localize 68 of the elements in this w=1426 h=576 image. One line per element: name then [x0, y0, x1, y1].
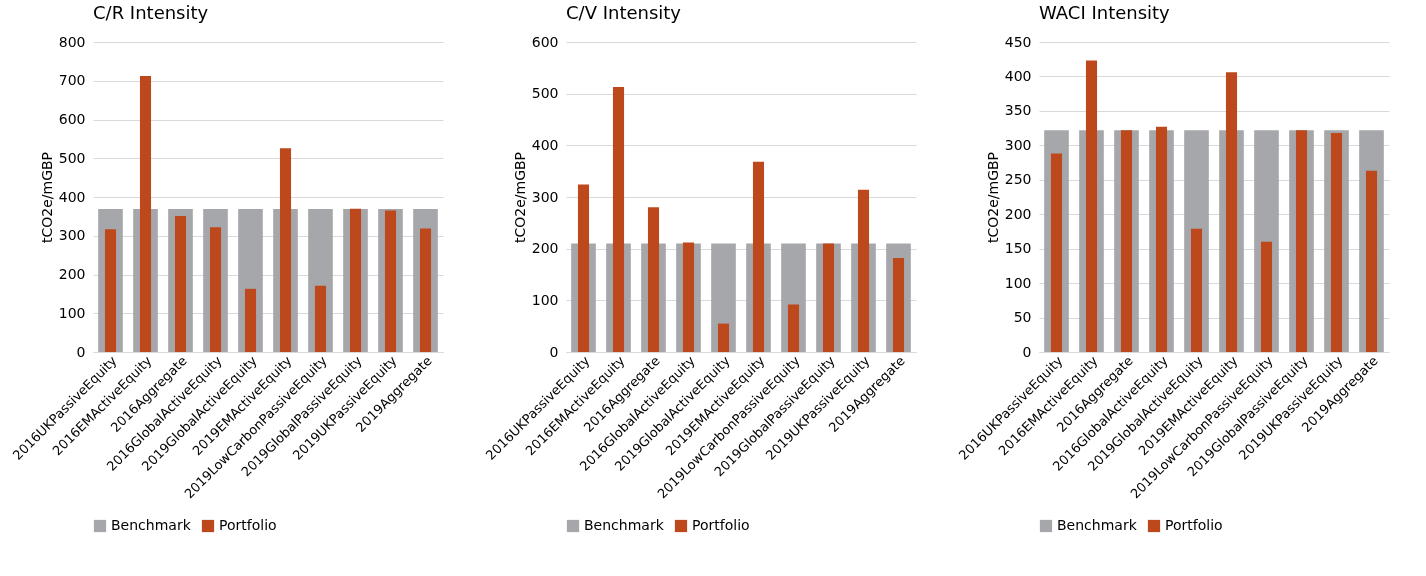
y-tick-label: 0 [76, 343, 86, 360]
y-tick-label: 50 [1013, 309, 1032, 326]
bar [787, 304, 800, 352]
legend-label: Portfolio [692, 517, 750, 533]
y-tick-label: 200 [58, 266, 86, 282]
y-tick-label: 450 [1004, 33, 1032, 50]
legend-label: Benchmark [1057, 517, 1138, 533]
bar [647, 207, 660, 352]
y-tick-label: 300 [1004, 136, 1032, 153]
legend-label: Benchmark [584, 517, 665, 533]
bar [1295, 130, 1308, 352]
legend-label: Benchmark [111, 517, 192, 533]
bar [717, 323, 730, 352]
bar [419, 228, 432, 352]
bar [822, 243, 835, 352]
y-tick-label: 700 [58, 72, 86, 89]
bar [577, 184, 590, 352]
bar [244, 288, 257, 352]
bar [1120, 130, 1133, 352]
y-tick-label: 200 [1004, 205, 1032, 222]
y-tick-label: 200 [531, 240, 559, 257]
bar [682, 242, 695, 352]
bar [209, 227, 222, 352]
bar [1085, 60, 1098, 352]
y-tick-label: 500 [531, 85, 559, 102]
y-tick-label: 300 [531, 188, 559, 205]
bar [857, 189, 870, 352]
bar [892, 257, 905, 352]
bar [1225, 72, 1238, 352]
y-tick-label: 400 [1004, 67, 1032, 84]
y-tick-label: 100 [1004, 274, 1032, 291]
bar [174, 215, 187, 352]
y-tick-label: 400 [58, 188, 86, 205]
y-axis-title: tCO2e/mGBP [511, 151, 528, 244]
y-tick-label: 300 [58, 227, 86, 244]
bar [612, 86, 625, 352]
y-tick-label: 0 [1022, 343, 1032, 360]
bar [1190, 228, 1203, 352]
bar [384, 210, 397, 352]
bar [349, 208, 362, 352]
chart-title: WACI Intensity [1039, 2, 1171, 23]
legend-label: Portfolio [1165, 517, 1223, 533]
y-tick-label: 250 [1004, 171, 1032, 188]
bar [279, 148, 292, 352]
bar [1050, 153, 1063, 352]
chart-title: C/V Intensity [566, 2, 682, 23]
y-tick-label: 600 [58, 111, 86, 127]
y-axis-title: tCO2e/mGBP [38, 151, 55, 244]
legend-label: Portfolio [219, 517, 277, 533]
y-axis-title: tCO2e/mGBP [984, 151, 1001, 244]
chart-title: C/R Intensity [93, 2, 209, 23]
bar [314, 285, 327, 352]
bar [1260, 241, 1273, 352]
y-tick-label: 100 [531, 291, 559, 308]
y-tick-label: 600 [531, 33, 559, 50]
y-tick-label: 0 [549, 343, 559, 360]
y-tick-label: 400 [531, 136, 559, 153]
y-tick-label: 500 [58, 149, 86, 166]
bar [104, 229, 117, 352]
y-tick-label: 150 [1004, 240, 1032, 257]
y-tick-label: 350 [1004, 102, 1032, 119]
bar [139, 76, 152, 352]
bar [752, 161, 765, 352]
bar [1155, 126, 1168, 352]
y-tick-label: 100 [58, 304, 86, 321]
y-tick-label: 800 [58, 33, 86, 50]
bar [1365, 170, 1378, 352]
bar [1330, 132, 1343, 352]
